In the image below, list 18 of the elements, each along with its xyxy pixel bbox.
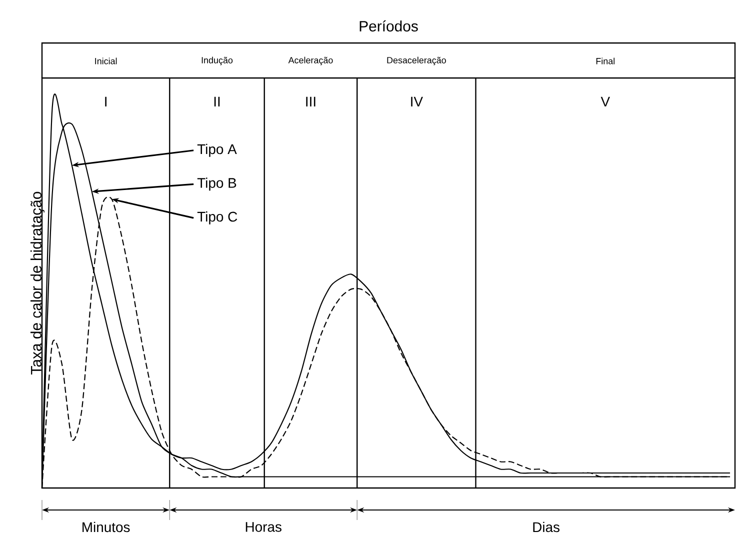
text: III — [306, 96, 316, 106]
text: Inicial — [95, 58, 117, 64]
annotation: Tipo C — [197, 211, 238, 224]
chart-title: Períodos — [360, 20, 418, 32]
text: Indução — [202, 56, 233, 66]
text: Dias — [533, 522, 560, 532]
annotation: Tipo B — [197, 178, 236, 191]
text: Final — [596, 58, 614, 64]
text: II — [214, 96, 220, 106]
y-axis-title: Taxa de calor de hidratação — [30, 192, 44, 374]
text: I — [105, 96, 106, 106]
text: Horas — [246, 522, 282, 532]
text: V — [600, 96, 610, 106]
text: Minutos — [82, 522, 130, 532]
text: Desaceleração — [387, 56, 446, 66]
text: IV — [411, 96, 423, 106]
text: Aceleração — [288, 56, 333, 66]
annotation: Tipo A — [197, 144, 237, 157]
